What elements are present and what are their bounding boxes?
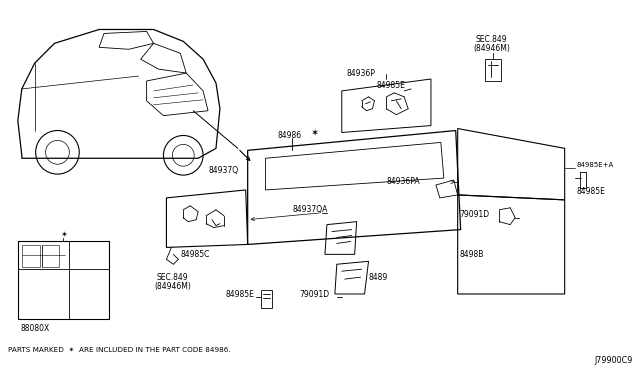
Bar — [18, 241, 109, 319]
Text: 79091D: 79091D — [299, 291, 330, 299]
Bar — [42, 246, 60, 267]
Text: 84936P: 84936P — [347, 68, 376, 78]
Text: SEC.849: SEC.849 — [476, 35, 507, 44]
Text: SEC.849: SEC.849 — [157, 273, 188, 282]
Text: 84937QA: 84937QA — [292, 205, 328, 214]
Text: PARTS MARKED  ✶  ARE INCLUDED IN THE PART CODE 84986.: PARTS MARKED ✶ ARE INCLUDED IN THE PART … — [8, 346, 230, 353]
Text: 84985E: 84985E — [226, 291, 255, 299]
Bar — [260, 290, 273, 308]
Text: 84985E+A: 84985E+A — [577, 162, 614, 168]
Text: J79900C9: J79900C9 — [595, 356, 633, 365]
Text: 79091D: 79091D — [460, 210, 490, 219]
Bar — [22, 246, 40, 267]
Text: (84946M): (84946M) — [154, 282, 191, 291]
Text: 84937Q: 84937Q — [208, 166, 238, 174]
Text: 84985C: 84985C — [180, 250, 210, 259]
Text: 84985E: 84985E — [376, 81, 405, 90]
Text: 84985E: 84985E — [577, 187, 605, 196]
Bar — [485, 59, 501, 81]
Text: 84986: 84986 — [277, 131, 301, 140]
Text: ✶: ✶ — [310, 128, 318, 138]
Text: 8498B: 8498B — [460, 250, 484, 259]
Text: (84946M): (84946M) — [474, 44, 511, 53]
Text: 88080X: 88080X — [20, 324, 49, 333]
Text: 84936PA: 84936PA — [387, 177, 420, 186]
Text: 8489: 8489 — [369, 273, 388, 282]
Text: ✶: ✶ — [60, 231, 67, 240]
